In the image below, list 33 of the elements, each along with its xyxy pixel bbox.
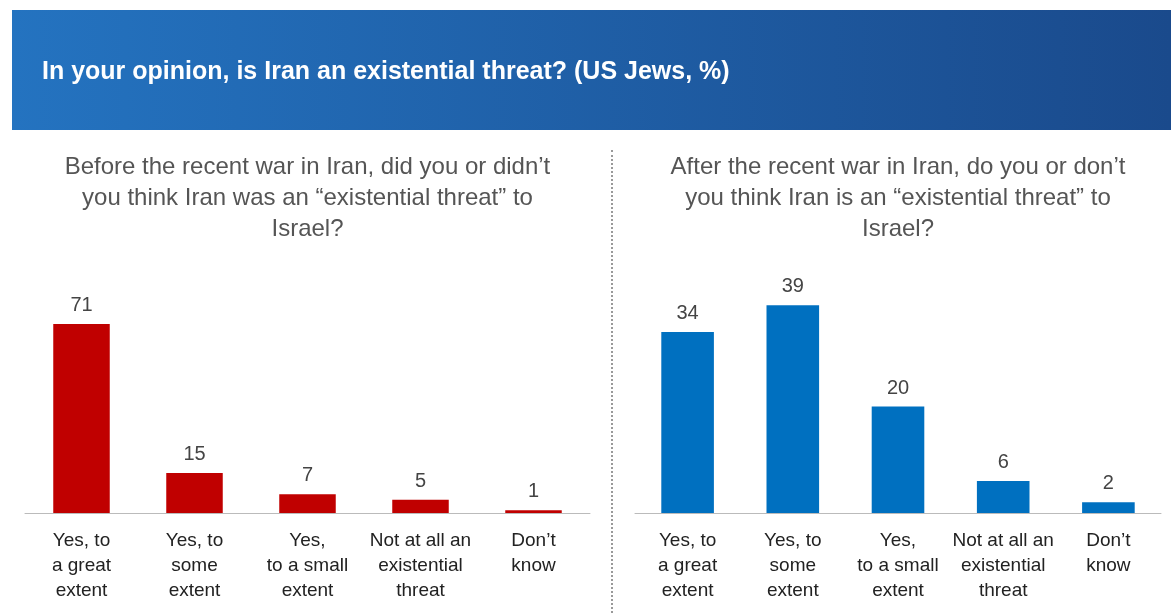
chart-subtitle: Before the recent war in Iran, did you or didn’t you think Iran was an “existential threat” to Israel? <box>63 151 552 243</box>
x-tick-label: Don’t know <box>511 529 557 575</box>
data-label: 2 <box>1102 471 1114 494</box>
data-label: 71 <box>70 292 93 315</box>
x-tick-label: Don’t know <box>1086 529 1132 575</box>
bar <box>976 481 1030 513</box>
x-tick-label: Yes, to some extent <box>165 529 224 600</box>
data-label: 39 <box>781 274 804 297</box>
x-tick-label: Not at all an existential threat <box>369 529 472 600</box>
x-tick-label: Yes, to some extent <box>764 529 822 600</box>
x-tick-label: Yes, to a small extent <box>266 529 349 600</box>
data-label: 7 <box>301 463 314 486</box>
x-tick-label: Yes, to a great extent <box>51 529 112 600</box>
chart-title: After the recent war in Iran, do you or don’t you think Iran is an “existential threat” to Israel? <box>669 151 1127 243</box>
bar <box>1082 502 1135 513</box>
bar <box>279 494 336 513</box>
bar <box>166 473 223 513</box>
bar <box>871 406 925 513</box>
bar <box>505 510 562 513</box>
data-label: 15 <box>183 442 206 465</box>
data-label: 34 <box>676 300 699 323</box>
data-label: 5 <box>414 468 427 491</box>
bar <box>53 323 110 513</box>
bar <box>392 499 449 513</box>
data-label: 6 <box>997 450 1009 473</box>
bar <box>766 305 820 513</box>
x-tick-label: Yes, to a great extent <box>658 529 718 600</box>
data-label: 20 <box>886 375 910 398</box>
bar <box>661 331 714 513</box>
x-tick-label: Yes, to a small extent <box>857 529 939 600</box>
x-tick-label: Not at all an existential threat <box>952 529 1054 600</box>
chart-title: In your opinion, is Iran an existential threat? (US Jews, %) <box>12 10 1171 130</box>
data-label: 1 <box>527 479 540 502</box>
